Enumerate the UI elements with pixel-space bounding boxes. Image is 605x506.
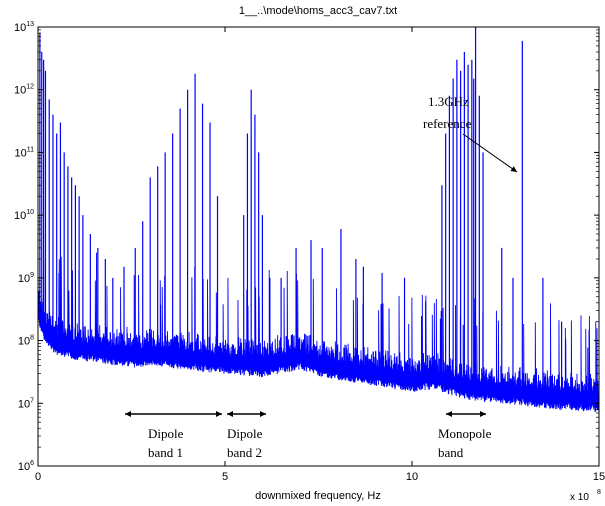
- y-tick-label-base: 10: [14, 85, 26, 97]
- x-multiplier-exponent: 8: [597, 489, 601, 496]
- y-tick-label-exponent: 8: [30, 335, 34, 342]
- y-tick-label-exponent: 7: [30, 397, 34, 404]
- x-axis-label: downmixed frequency, Hz: [255, 490, 381, 502]
- y-tick-label-exponent: 12: [26, 84, 34, 91]
- dipole-band-1-line1: Dipole: [148, 426, 184, 441]
- y-tick-label-base: 10: [18, 461, 30, 473]
- x-tick-label: 5: [222, 471, 228, 483]
- y-tick-label-base: 10: [14, 210, 26, 222]
- x-tick-label: 10: [406, 471, 418, 483]
- y-tick-label-base: 10: [14, 147, 26, 159]
- y-tick-label-exponent: 11: [27, 146, 34, 153]
- y-tick-label-exponent: 6: [30, 460, 34, 467]
- dipole-band-2-line2: band 2: [227, 445, 262, 460]
- reference-label-line2: reference: [423, 116, 472, 131]
- y-tick-label-base: 10: [18, 336, 30, 348]
- monopole-band-line1: Monopole: [438, 426, 492, 441]
- x-tick-label: 15: [593, 471, 605, 483]
- reference-label-line1: 1.3GHz: [428, 94, 469, 109]
- y-tick-label-base: 10: [18, 273, 30, 285]
- y-tick-label-base: 10: [14, 22, 26, 34]
- chart-title: 1__..\mode\homs_acc3_cav7.txt: [239, 5, 397, 17]
- monopole-band-line2: band: [438, 445, 464, 460]
- y-tick-label-base: 10: [18, 398, 30, 410]
- y-tick-label-exponent: 9: [30, 272, 34, 279]
- dipole-band-1-line2: band 1: [148, 445, 183, 460]
- dipole-band-2-line1: Dipole: [227, 426, 263, 441]
- x-multiplier-base: x 10: [570, 492, 589, 503]
- y-tick-label-exponent: 13: [26, 21, 34, 28]
- y-tick-label-exponent: 10: [26, 209, 34, 216]
- x-tick-label: 0: [35, 471, 41, 483]
